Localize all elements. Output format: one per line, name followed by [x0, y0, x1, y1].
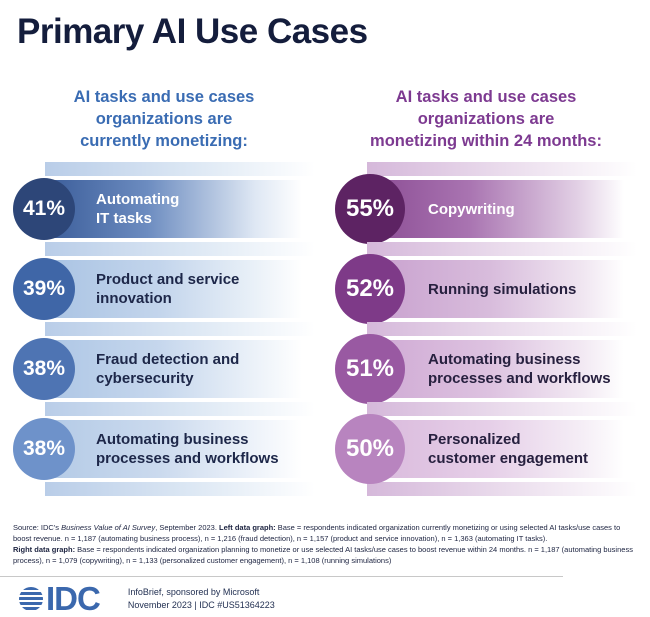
stat-row: Running simulations 52%: [335, 242, 637, 324]
row-bar: Personalized customer engagement: [366, 420, 624, 478]
idc-logo: IDC: [18, 580, 101, 617]
row-percent: 39%: [22, 277, 66, 300]
footer-infobrief-line: InfoBrief, sponsored by Microsoft: [127, 587, 260, 597]
header-line-bold: monetizing within 24 months:: [370, 132, 602, 150]
row-percent-badge: 38%: [13, 338, 75, 400]
row-echo-bar: [45, 162, 315, 176]
row-bar: Fraud detection and cybersecurity: [44, 340, 302, 398]
stat-row: Fraud detection and cybersecurity 38%: [13, 322, 315, 400]
row-echo-bar: [367, 242, 637, 256]
row-label: Copywriting: [428, 200, 515, 218]
row-label: Personalized customer engagement: [428, 431, 589, 467]
row-percent: 38%: [22, 357, 66, 380]
row-echo-bar: [367, 402, 637, 416]
row-echo-bar: [367, 322, 637, 336]
stat-row: Automating business processes and workfl…: [335, 322, 637, 404]
source-notes: Source: IDC's Business Value of AI Surve…: [0, 522, 648, 566]
row-percent: 41%: [22, 197, 66, 220]
row-bar: Automating IT tasks: [44, 180, 302, 238]
column-monetizing-24-months: AI tasks and use cases organizations are…: [335, 86, 637, 500]
row-percent-badge: 41%: [13, 178, 75, 240]
row-bar: Automating business processes and workfl…: [44, 420, 302, 478]
source-text-segment: Base = respondents indicated organizatio…: [13, 523, 621, 543]
row-percent-badge: 55%: [335, 174, 405, 244]
row-label: Fraud detection and cybersecurity: [96, 351, 240, 387]
idc-logo-text: IDC: [46, 580, 101, 617]
row-bar: Automating business processes and workfl…: [366, 340, 624, 398]
row-percent: 55%: [345, 195, 395, 222]
stat-row: Automating IT tasks 41%: [13, 162, 315, 240]
stat-row: Automating business processes and workfl…: [13, 402, 315, 480]
row-label: Automating business processes and workfl…: [428, 351, 611, 387]
row-percent-badge: 51%: [335, 334, 405, 404]
row-label: Automating IT tasks: [96, 191, 180, 227]
header-line-1: AI tasks and use cases: [73, 88, 255, 106]
page-title: Primary AI Use Cases: [17, 12, 368, 51]
column-header-right: AI tasks and use cases organizations are…: [335, 86, 637, 152]
row-bar: Running simulations: [366, 260, 624, 318]
row-percent: 38%: [22, 437, 66, 460]
row-percent: 52%: [345, 275, 395, 302]
row-percent-badge: 50%: [335, 414, 405, 484]
source-paragraph-2: Right data graph: Base = respondents ind…: [13, 544, 635, 566]
row-echo-bar: [367, 482, 637, 496]
source-right-graph-label: Right data graph:: [13, 545, 76, 554]
footer-info: InfoBrief, sponsored by Microsoft Novemb…: [128, 586, 275, 612]
header-line-1: AI tasks and use cases: [395, 88, 577, 106]
row-echo-bar: [45, 402, 315, 416]
stat-row: Copywriting 55%: [335, 162, 637, 244]
source-text-segment: , September 2023.: [155, 523, 219, 532]
source-text-segment: Source: IDC's: [13, 523, 62, 532]
source-text-segment: Base = respondents indicated organizatio…: [13, 545, 633, 565]
idc-globe-icon: [18, 586, 44, 612]
footer-date-docid-line: November 2023 | IDC #US51364223: [127, 600, 275, 610]
row-echo-bar: [45, 482, 315, 496]
row-percent-badge: 39%: [13, 258, 75, 320]
header-line-bold: currently monetizing:: [80, 132, 248, 150]
header-line-2: organizations are: [95, 110, 233, 128]
source-left-graph-label: Left data graph:: [219, 523, 276, 532]
row-percent: 50%: [345, 435, 395, 462]
row-percent-badge: 38%: [13, 418, 75, 480]
row-label: Automating business processes and workfl…: [96, 431, 279, 467]
rows-left: Automating IT tasks 41% Product and serv…: [13, 162, 315, 496]
source-paragraph-1: Source: IDC's Business Value of AI Surve…: [13, 522, 635, 544]
stat-row: Personalized customer engagement 50%: [335, 402, 637, 484]
row-bar: Product and service innovation: [44, 260, 302, 318]
header-line-2: organizations are: [417, 110, 555, 128]
column-currently-monetizing: AI tasks and use cases organizations are…: [13, 86, 315, 500]
row-percent-badge: 52%: [335, 254, 405, 324]
row-echo-bar: [45, 322, 315, 336]
row-label: Product and service innovation: [96, 271, 240, 307]
row-echo-bar: [367, 162, 637, 176]
footer: IDC InfoBrief, sponsored by Microsoft No…: [0, 577, 650, 617]
stat-row: Product and service innovation 39%: [13, 242, 315, 320]
row-echo-bar: [45, 242, 315, 256]
columns-container: AI tasks and use cases organizations are…: [0, 86, 650, 500]
row-bar: Copywriting: [366, 180, 624, 238]
column-header-left: AI tasks and use cases organizations are…: [13, 86, 315, 152]
rows-right: Copywriting 55% Running simulations 52%: [335, 162, 637, 496]
row-percent: 51%: [345, 355, 395, 382]
row-label: Running simulations: [428, 280, 577, 298]
source-survey-name: Business Value of AI Survey: [61, 523, 156, 532]
footer-divider: [0, 576, 563, 577]
